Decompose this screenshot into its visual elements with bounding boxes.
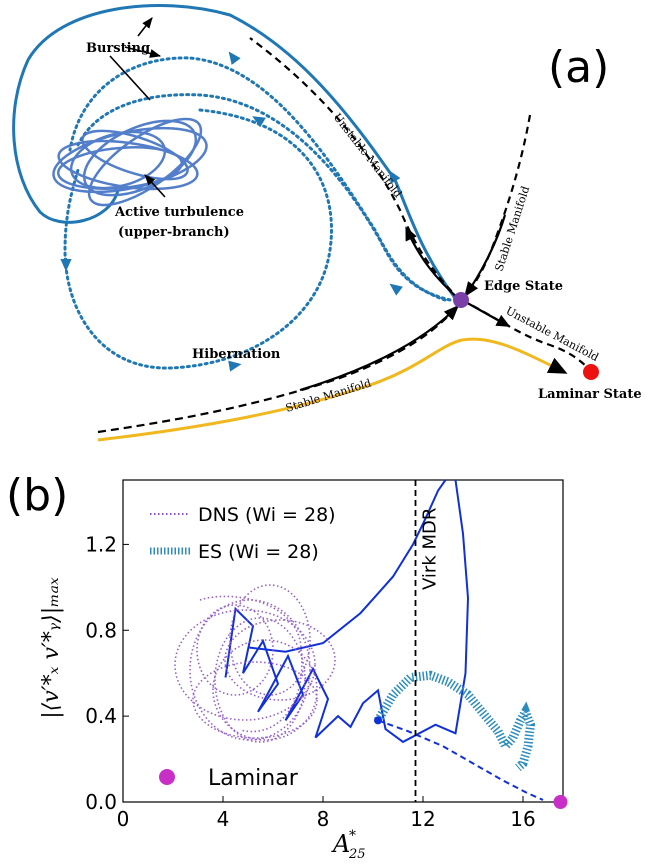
unstable-manifold-upper-solid [405, 226, 461, 301]
unstable-manifold-lower-solid [461, 299, 511, 327]
panel-b: (b) 0 4 8 12 16 0.0 0.4 0.8 1.2 Virk MDR DNS (Wi… [6, 470, 568, 862]
y-axis-label: |⟨v′*ₓ v′*ᵧ⟩|ₘₐₓ [39, 577, 64, 719]
hibernation-loop [63, 108, 333, 370]
svg-text:25: 25 [348, 847, 366, 862]
bursting-arrow-2 [228, 51, 241, 65]
x-tick-label: 8 [317, 807, 330, 831]
plot-area [122, 479, 564, 803]
laminar-state-label: Laminar State [538, 387, 642, 402]
laminar-point [553, 795, 568, 809]
unstable-manifold-lower-label: Unstable Manifold [504, 304, 601, 364]
series-edge-trajectory [377, 719, 544, 801]
stable-manifold-upper-label: Stable Manifold [492, 184, 532, 272]
axis-ticks: 0 4 8 12 16 0.0 0.4 0.8 1.2 [85, 532, 536, 831]
stable-manifold-upper-solid [464, 214, 507, 298]
bursting-label: Bursting [86, 41, 150, 56]
loop-arrow-mid [389, 283, 403, 296]
y-tick-label: 1.2 [85, 532, 117, 556]
bursting-pointer-3 [109, 55, 151, 101]
legend-es-label: ES (Wi = 28) [198, 541, 319, 563]
virk-mdr-label: Virk MDR [420, 508, 441, 590]
y-tick-label: 0.4 [85, 704, 117, 728]
y-tick-label: 0.0 [85, 790, 117, 814]
y-tick-label: 0.8 [85, 618, 117, 642]
yellow-path [97, 337, 568, 442]
active-turbulence-label: Active turbulence [114, 205, 244, 220]
legend: DNS (Wi = 28) ES (Wi = 28) [150, 504, 336, 563]
hibernation-label: Hibernation [192, 347, 281, 362]
hibernation-arrow [228, 360, 242, 372]
series-trajectory [224, 479, 470, 744]
stable-manifold-lower-solid [299, 304, 460, 392]
dns-cloud [174, 584, 336, 743]
unstable-manifold-upper [249, 37, 461, 301]
x-tick-label: 12 [410, 807, 435, 831]
svg-text:A: A [331, 830, 350, 858]
series-es-wi-28- [374, 670, 536, 772]
x-tick-label: 4 [217, 807, 230, 831]
series-upper-excursion [247, 479, 447, 653]
chart-marks [224, 479, 544, 801]
bursting-pointer-1 [137, 17, 153, 37]
x-axis-label: A * 25 [331, 828, 366, 862]
loop-arrow-top [252, 116, 266, 128]
svg-text:*: * [349, 828, 356, 844]
dotted-upper-loop [76, 93, 452, 302]
bursting-arrow [389, 170, 401, 184]
stable-manifold-upper [462, 114, 532, 299]
x-tick-label: 16 [510, 807, 535, 831]
active-turbulence-tangle [52, 117, 208, 207]
laminar-label: Laminar [208, 766, 299, 791]
dotted-top-loop [68, 56, 447, 302]
upper-branch-label: (upper-branch) [118, 225, 230, 240]
edge-state-label: Edge State [484, 279, 563, 294]
x-tick-label: 0 [117, 807, 130, 831]
bursting-pointer-2 [124, 46, 162, 58]
svg-text:|⟨v′*ₓ v′*ᵧ⟩|ₘₐₓ: |⟨v′*ₓ v′*ᵧ⟩|ₘₐₓ [39, 577, 64, 719]
unstable-manifold-upper-label: Unstable Manifold [331, 111, 405, 200]
panel-b-label: (b) [6, 470, 68, 521]
edge-state-dot [453, 292, 469, 308]
legend-dns-label: DNS (Wi = 28) [198, 504, 336, 526]
edge-start-point [374, 716, 382, 725]
active-pointer [144, 174, 166, 198]
panel-a: (a) [12, 3, 642, 442]
panel-a-label: (a) [548, 42, 609, 93]
laminar-state-dot [583, 364, 599, 380]
laminar-legend-dot [159, 769, 175, 785]
